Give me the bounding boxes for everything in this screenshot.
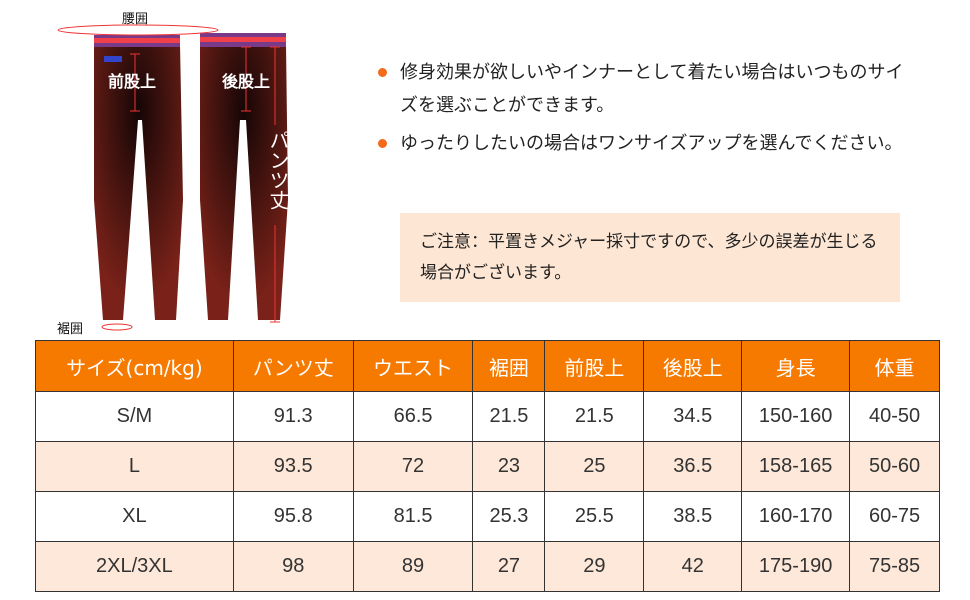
table-row: 2XL/3XL 98 89 27 29 42 175-190 75-85 [35, 541, 940, 592]
table-cell: 25 [544, 441, 645, 492]
size-table: サイズ(cm/kg) パンツ丈 ウエスト 裾囲 前股上 後股上 身長 体重 S/M 91.3 66… [35, 340, 940, 592]
table-cell: 25.3 [472, 491, 546, 542]
table-cell: 72 [352, 441, 474, 492]
table-cell: 60-75 [849, 491, 940, 542]
header-cell: 体重 [849, 340, 940, 392]
length-label: パンツ丈 [266, 130, 290, 210]
header-cell: サイズ(cm/kg) [35, 340, 234, 392]
table-cell: 34.5 [643, 391, 743, 442]
table-cell: 25.5 [544, 491, 645, 542]
note-box: ご注意：平置きメジャー採寸ですので、多少の誤差が生じる場合がございます。 [400, 213, 900, 302]
header-cell: 後股上 [643, 340, 743, 392]
table-cell: 36.5 [643, 441, 743, 492]
hem-label: 裾囲 [57, 322, 84, 337]
front-pants [94, 44, 183, 320]
back-rise-label: 後股上 [222, 72, 271, 91]
table-cell: 2XL/3XL [35, 541, 234, 592]
table-cell: 98 [232, 541, 354, 592]
table-cell: S/M [35, 391, 234, 442]
waist-label: 腰囲 [122, 12, 149, 27]
table-row: L 93.5 72 23 25 36.5 158-165 50-60 [35, 441, 940, 492]
waist-arrow-icon [57, 24, 219, 36]
table-cell: 21.5 [544, 391, 645, 442]
table-cell: 150-160 [741, 391, 851, 442]
header-cell: パンツ丈 [232, 340, 354, 392]
table-cell: 89 [352, 541, 474, 592]
hem-arrow-icon [101, 323, 133, 331]
header-cell: 身長 [741, 340, 851, 392]
table-cell: 75-85 [849, 541, 940, 592]
header-cell: ウエスト [352, 340, 474, 392]
table-cell: 93.5 [232, 441, 354, 492]
table-row: S/M 91.3 66.5 21.5 21.5 34.5 150-160 40-50 [35, 391, 940, 442]
table-cell: 40-50 [849, 391, 940, 442]
table-cell: 42 [643, 541, 743, 592]
table-header: サイズ(cm/kg) パンツ丈 ウエスト 裾囲 前股上 後股上 身長 体重 [35, 340, 940, 392]
bullet-icon [378, 139, 387, 148]
back-pants [200, 44, 288, 320]
table-cell: 29 [544, 541, 645, 592]
table-cell: 21.5 [472, 391, 546, 442]
table-cell: 23 [472, 441, 546, 492]
table-cell: 91.3 [232, 391, 354, 442]
front-rise-label: 前股上 [108, 72, 157, 91]
table-cell: 95.8 [232, 491, 354, 542]
table-cell: 27 [472, 541, 546, 592]
bullet-icon [378, 68, 387, 77]
header-cell: 裾囲 [472, 340, 546, 392]
table-cell: XL [35, 491, 234, 542]
table-cell: 175-190 [741, 541, 851, 592]
table-cell: 66.5 [352, 391, 474, 442]
header-cell: 前股上 [544, 340, 645, 392]
bullet-item: 修身効果が欲しいやインナーとして着たい場合はいつものサイズを選ぶことができます。 [378, 56, 918, 122]
table-cell: L [35, 441, 234, 492]
pants-illustration [57, 24, 288, 331]
bullet-item: ゆったりしたいの場合はワンサイズアップを選んでください。 [378, 127, 918, 160]
table-cell: 38.5 [643, 491, 743, 542]
table-cell: 50-60 [849, 441, 940, 492]
table-cell: 81.5 [352, 491, 474, 542]
table-cell: 158-165 [741, 441, 851, 492]
table-row: XL 95.8 81.5 25.3 25.5 38.5 160-170 60-75 [35, 491, 940, 542]
table-cell: 160-170 [741, 491, 851, 542]
